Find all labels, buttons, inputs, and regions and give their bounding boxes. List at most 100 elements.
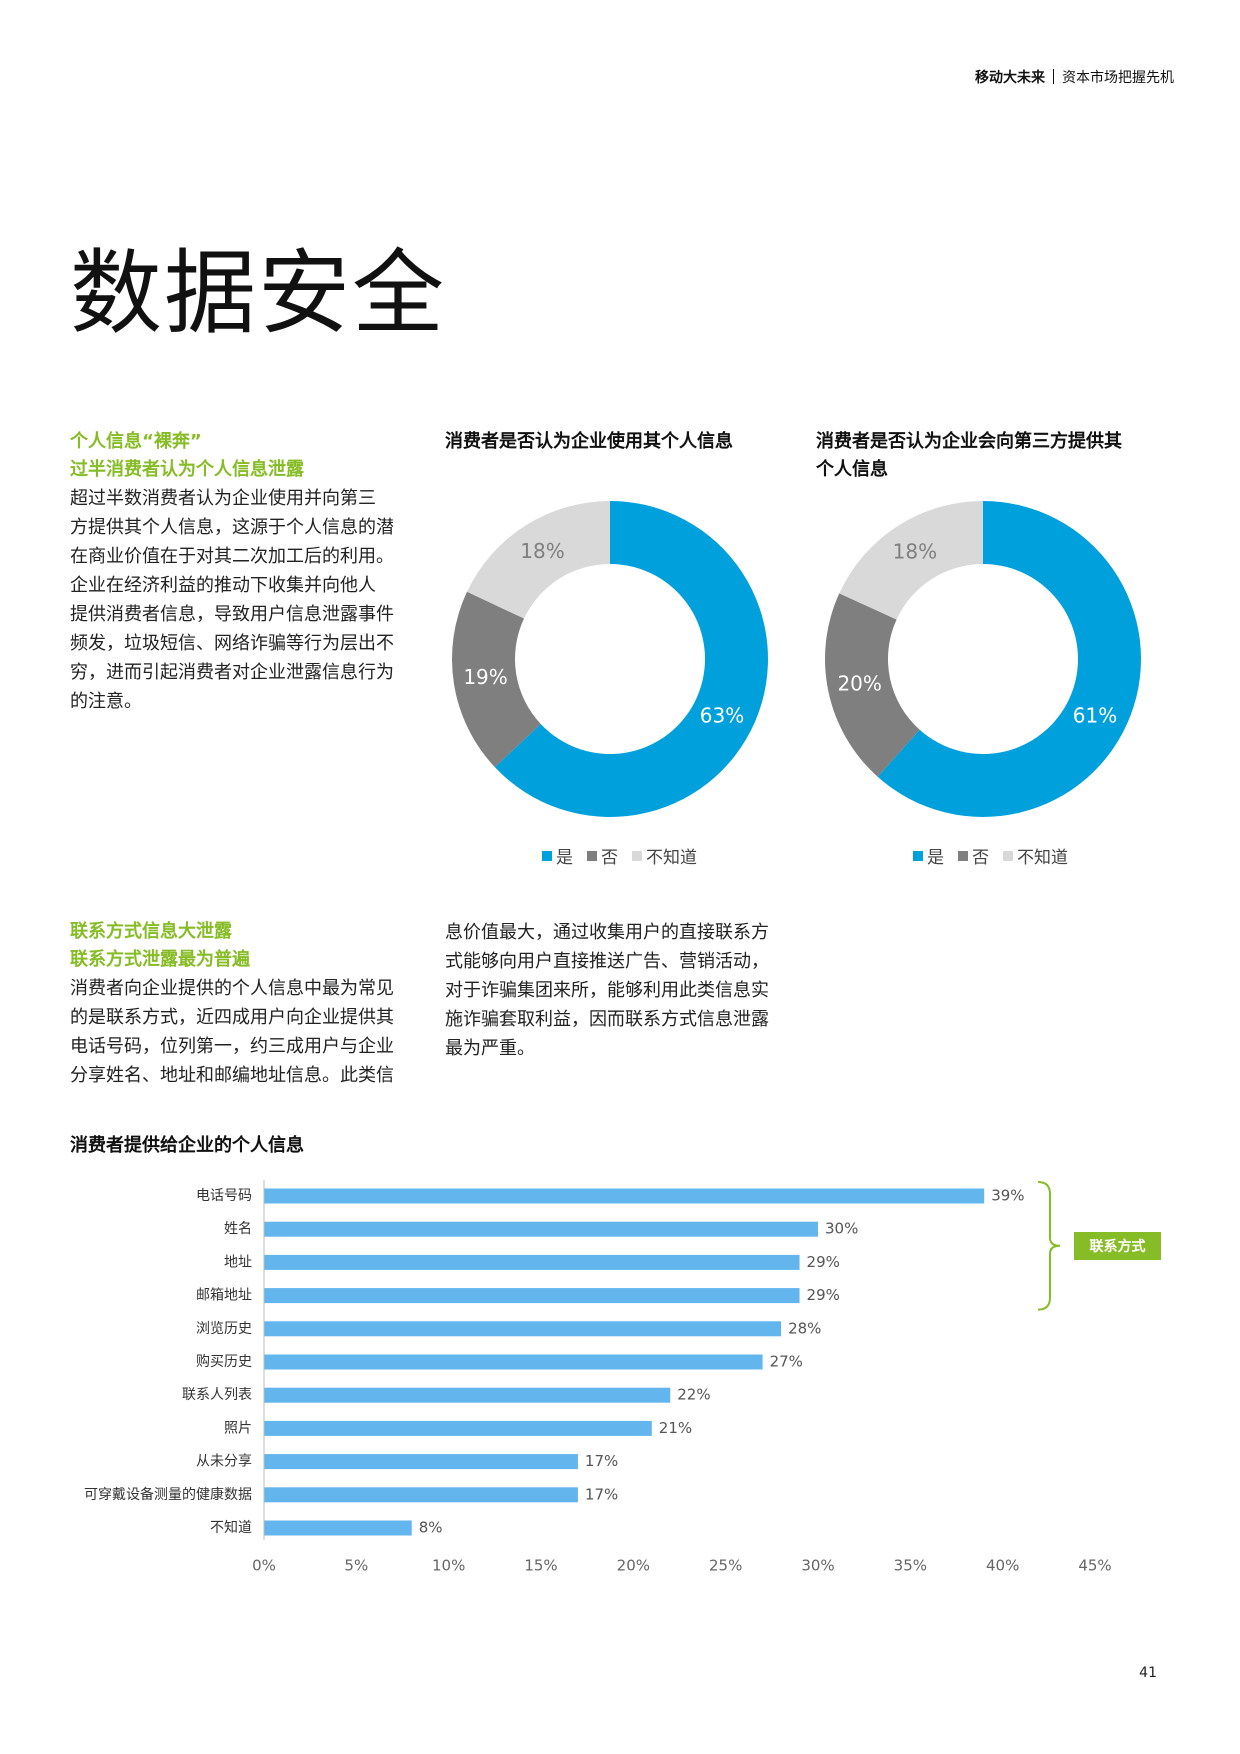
section2-body-col2: 息价值最大，通过收集用户的直接联系方 式能够向用户直接推送广告、营销活动， 对于诈骗…: [445, 918, 805, 1063]
bar-category-label: 电话号码: [196, 1188, 252, 1204]
donut1-label-yes: 63%: [700, 704, 744, 728]
legend-item-unknown: 不知道: [632, 843, 697, 868]
donut1-legend: 是 否 不知道: [542, 843, 697, 868]
bar-category-label: 购买历史: [196, 1354, 252, 1370]
legend-swatch-yes: [913, 850, 923, 861]
section2-body-col1: 消费者向企业提供的个人信息中最为常见 的是联系方式，近四成用户向企业提供其 电话号码…: [70, 974, 430, 1090]
bar-category-label: 不知道: [210, 1519, 252, 1536]
legend-label-no: 否: [972, 848, 989, 868]
legend-item-yes: 是: [913, 843, 944, 868]
legend-label-unknown: 不知道: [1017, 848, 1068, 868]
page-header: 移动大未来 资本市场把握先机: [975, 67, 1174, 87]
donut2-slice-unknown: [839, 501, 983, 620]
x-tick-label: 45%: [1078, 1557, 1111, 1575]
section1-body-line: 超过半数消费者认为企业使用并向第三: [70, 488, 376, 509]
bar: [264, 1487, 578, 1503]
section1-body-line: 穷，进而引起消费者对企业泄露信息行为: [70, 662, 394, 683]
donut1-slice-yes: [494, 501, 768, 817]
donut-chart-third-party: 61% 20% 18%: [825, 501, 1141, 817]
legend-swatch-yes: [542, 850, 552, 861]
section2-body-col2-wrapper: 息价值最大，通过收集用户的直接联系方 式能够向用户直接推送广告、营销活动， 对于诈骗…: [445, 918, 805, 1063]
x-tick-label: 35%: [894, 1557, 927, 1575]
legend-label-yes: 是: [556, 848, 573, 868]
x-tick-label: 5%: [344, 1557, 368, 1575]
section1-body-line: 方提供其个人信息，这源于个人信息的潜: [70, 517, 394, 538]
bar-value-label: 29%: [807, 1286, 840, 1304]
section2-col2-line: 式能够向用户直接推送广告、营销活动，: [445, 951, 769, 972]
x-tick-label: 10%: [432, 1557, 465, 1575]
x-tick-label: 40%: [986, 1557, 1019, 1575]
bar: [264, 1454, 578, 1470]
contact-method-bracket: [1037, 1181, 1061, 1311]
bar-category-label: 地址: [224, 1254, 252, 1270]
bar-value-label: 8%: [419, 1519, 443, 1537]
page-number: 41: [1139, 1665, 1157, 1681]
bar-value-label: 17%: [585, 1452, 618, 1470]
legend-item-yes: 是: [542, 843, 573, 868]
donut2-slice-yes: [877, 501, 1141, 817]
bar: [264, 1188, 985, 1204]
x-tick-label: 0%: [252, 1557, 276, 1575]
bar-value-label: 21%: [659, 1419, 692, 1437]
section2-title-1: 联系方式信息大泄露: [70, 921, 232, 942]
donut2-legend: 是 否 不知道: [913, 843, 1068, 868]
bar-category-label: 从未分享: [196, 1453, 252, 1470]
bar: [264, 1387, 671, 1403]
donut2-slice-no: [825, 593, 920, 777]
section-personal-info: 个人信息“裸奔” 过半消费者认为个人信息泄露 超过半数消费者认为企业使用并向第三…: [70, 428, 430, 716]
bar: [264, 1254, 800, 1270]
bar-category-label: 浏览历史: [196, 1321, 252, 1337]
bar-value-label: 27%: [770, 1353, 803, 1371]
bar: [264, 1520, 412, 1536]
donut1-slice-unknown: [467, 501, 610, 619]
section1-title-2: 过半消费者认为个人信息泄露: [70, 459, 304, 480]
donut1-label-no: 19%: [463, 665, 507, 689]
x-tick-label: 20%: [617, 1557, 650, 1575]
section1-body: 超过半数消费者认为企业使用并向第三 方提供其个人信息，这源于个人信息的潜 在商业价值…: [70, 484, 430, 716]
x-tick-label: 15%: [524, 1557, 557, 1575]
header-subtitle: 资本市场把握先机: [1062, 70, 1174, 86]
header-divider: [1053, 69, 1054, 84]
legend-label-no: 否: [601, 848, 618, 868]
section1-body-line: 提供消费者信息，导致用户信息泄露事件: [70, 604, 394, 625]
bar-value-label: 28%: [788, 1319, 821, 1337]
section2-col1-line: 消费者向企业提供的个人信息中最为常见: [70, 978, 394, 999]
donut2-title: 消费者是否认为企业会向第三方提供其 个人信息: [816, 428, 1186, 484]
section2-title-2: 联系方式泄露最为普遍: [70, 949, 250, 970]
section2-col1-line: 分享姓名、地址和邮编地址信息。此类信: [70, 1065, 394, 1086]
section2-col1-line: 电话号码，位列第一，约三成用户与企业: [70, 1036, 394, 1057]
section1-body-line: 企业在经济利益的推动下收集并向他人: [70, 575, 376, 596]
bar-value-label: 22%: [677, 1386, 710, 1404]
bar-value-label: 39%: [991, 1187, 1024, 1205]
section1-body-line: 在商业价值在于对其二次加工后的利用。: [70, 546, 394, 567]
section2-col2-line: 对于诈骗集团来所，能够利用此类信息实: [445, 980, 769, 1001]
legend-item-no: 否: [587, 843, 618, 868]
bar: [264, 1221, 818, 1237]
section2-col1-line: 的是联系方式，近四成用户向企业提供其: [70, 1007, 394, 1028]
bar-value-label: 30%: [825, 1220, 858, 1238]
x-tick-label: 30%: [801, 1557, 834, 1575]
bar-value-label: 29%: [807, 1253, 840, 1271]
donut2-title-line1: 消费者是否认为企业会向第三方提供其: [816, 431, 1122, 452]
bar: [264, 1288, 800, 1304]
bar: [264, 1354, 763, 1370]
legend-label-unknown: 不知道: [646, 848, 697, 868]
section1-body-line: 频发，垃圾短信、网络诈骗等行为层出不: [70, 633, 394, 654]
section2-col2-line: 息价值最大，通过收集用户的直接联系方: [445, 922, 769, 943]
legend-swatch-unknown: [632, 850, 642, 861]
bar: [264, 1321, 782, 1337]
bar-chart-title: 消费者提供给企业的个人信息: [70, 1135, 304, 1156]
donut1-label-unknown: 18%: [520, 539, 564, 563]
section-contact-info: 联系方式信息大泄露 联系方式泄露最为普遍 消费者向企业提供的个人信息中最为常见的…: [70, 918, 430, 1090]
legend-item-unknown: 不知道: [1003, 843, 1068, 868]
donut2-label-yes: 61%: [1073, 704, 1117, 728]
donut2-title-line2: 个人信息: [816, 459, 888, 480]
legend-item-no: 否: [958, 843, 989, 868]
section1-title-1: 个人信息“裸奔”: [70, 431, 202, 452]
bar-category-label: 联系人列表: [182, 1387, 252, 1403]
bar-category-label: 姓名: [224, 1221, 252, 1237]
bar: [264, 1420, 652, 1436]
bar-category-label: 照片: [224, 1420, 252, 1436]
x-tick-label: 25%: [709, 1557, 742, 1575]
legend-label-yes: 是: [927, 848, 944, 868]
